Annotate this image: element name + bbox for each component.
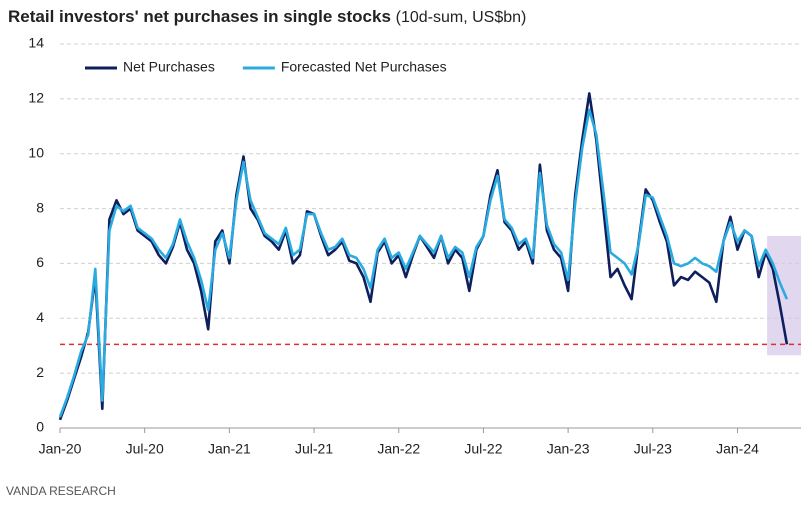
y-tick-label: 10: [28, 144, 44, 160]
y-tick-label: 6: [36, 254, 44, 270]
series-line: [58, 108, 789, 418]
x-tick-label: Jan-20: [39, 441, 82, 457]
legend-label: Net Purchases: [123, 59, 215, 75]
y-tick-label: 8: [36, 199, 44, 215]
legend-label: Forecasted Net Purchases: [281, 59, 447, 75]
y-tick-label: 2: [36, 364, 44, 380]
x-tick-label: Jan-22: [377, 441, 420, 457]
series-line: [58, 92, 789, 421]
subtitle: (10d-sum, US$bn): [396, 9, 527, 26]
x-tick-label: Jul-22: [464, 441, 502, 457]
title-main: Retail investors' net purchases in singl…: [8, 7, 391, 26]
y-tick-label: 14: [28, 35, 44, 51]
y-tick-label: 0: [36, 419, 44, 435]
x-tick-label: Jul-23: [634, 441, 672, 457]
y-tick-label: 12: [28, 90, 44, 106]
x-tick-label: Jan-21: [208, 441, 251, 457]
chart-title: Retail investors' net purchases in singl…: [8, 7, 526, 26]
y-tick-label: 4: [36, 309, 44, 325]
x-tick-label: Jan-24: [716, 441, 759, 457]
x-tick-label: Jul-20: [126, 441, 164, 457]
x-tick-label: Jan-23: [547, 441, 590, 457]
source: VANDA RESEARCH: [6, 484, 116, 498]
x-tick-label: Jul-21: [295, 441, 333, 457]
